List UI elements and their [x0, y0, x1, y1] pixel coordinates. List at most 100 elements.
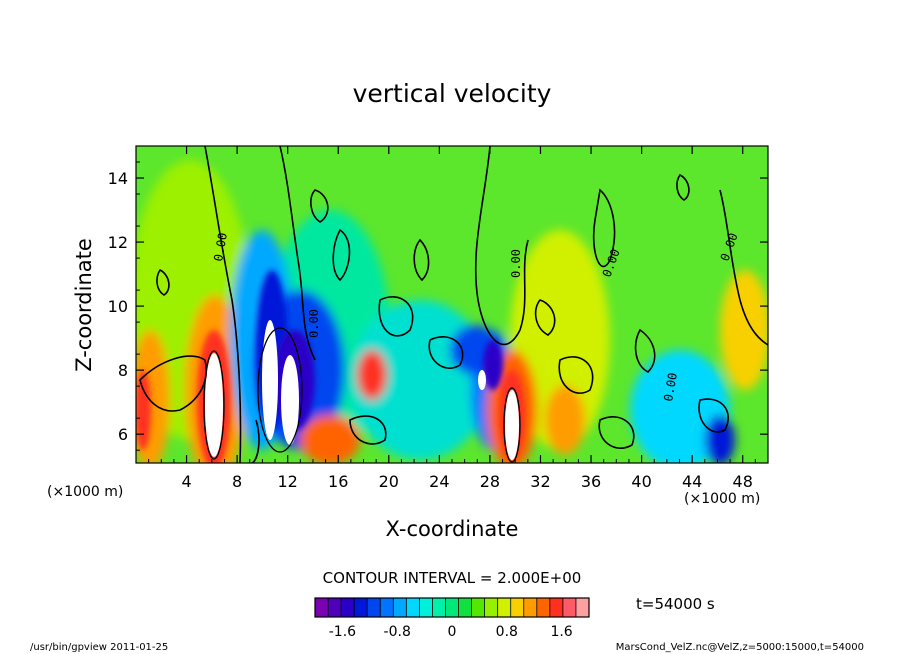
footer-right: MarsCond_VelZ.nc@VelZ,z=5000:15000,t=540… [616, 642, 864, 653]
contour-line [676, 173, 690, 201]
heatmap-field: 0.00 0.00 0.00 0.00 0.00 0.00 [136, 146, 768, 463]
contour-line [203, 350, 225, 460]
contour-interval: CONTOUR INTERVAL = 2.000E+00 [323, 569, 582, 587]
colorbar-swatch [575, 598, 590, 617]
updraft-core [205, 353, 223, 457]
x-tick-label: 20 [379, 472, 399, 491]
colorbar-swatch [341, 598, 355, 617]
colorbar-swatch [445, 598, 459, 617]
y-tick-label: 14 [108, 169, 128, 188]
field-blob [357, 350, 387, 400]
colorbar [314, 597, 590, 618]
contour-line [156, 268, 170, 296]
field-blob [545, 385, 585, 455]
contour-line [558, 356, 594, 394]
contour-line [592, 188, 616, 268]
x-tick-label: 32 [530, 472, 550, 491]
colorbar-swatch [432, 598, 446, 617]
colorbar-swatch [549, 598, 564, 617]
field-blob [300, 415, 360, 463]
contour-label: 0.00 [211, 232, 230, 263]
field-core [483, 340, 503, 390]
contour-label: 0.00 [509, 249, 523, 278]
y-tick-label: 6 [118, 425, 128, 444]
contour-line [719, 189, 768, 346]
y-tick-label: 12 [108, 233, 128, 252]
chart-title: vertical velocity [353, 79, 552, 108]
x-unit-right: (×1000 m) [684, 491, 760, 507]
x-tick-label: 36 [581, 472, 601, 491]
colorbar-swatch [510, 598, 525, 617]
footer-left: /usr/bin/gpview 2011-01-25 [30, 642, 168, 653]
contour-line [332, 228, 351, 282]
colorbar-swatch [523, 598, 538, 617]
colorbar-swatch [406, 598, 420, 617]
colorbar-swatch [315, 598, 329, 617]
contour-line [598, 416, 635, 449]
x-tick-label: 48 [733, 472, 753, 491]
colorbar-swatch [354, 598, 368, 617]
contour-line [634, 328, 656, 373]
colorbar-swatch [471, 598, 486, 617]
y-axis-label: Z-coordinate [72, 238, 96, 372]
colorbar-ticks: -1.6 -0.8 0 0.8 1.6 [329, 624, 573, 640]
contour-label: 0.00 [661, 372, 680, 403]
contour-line [349, 415, 387, 445]
colorbar-swatch [328, 598, 342, 617]
colorbar-swatch [536, 598, 551, 617]
x-axis: 4 8 12 16 20 24 28 32 36 40 44 48 [148, 146, 756, 491]
contour-line [204, 146, 242, 463]
x-tick-label: 16 [328, 472, 348, 491]
colorbar-swatch [419, 598, 433, 617]
contour-line [413, 238, 430, 282]
downdraft-core [281, 355, 299, 445]
colorbar-tick-label: 1.6 [550, 624, 572, 640]
contour-line [310, 189, 329, 223]
colorbar-swatch [484, 598, 499, 617]
colorbar-swatch [380, 598, 394, 617]
contour-line [251, 419, 260, 463]
y-axis: 6 8 10 12 14 [108, 161, 768, 451]
contour-line [378, 296, 414, 337]
contour-line [279, 146, 316, 361]
time-label: t=54000 s [636, 595, 715, 613]
colorbar-tick-label: 0 [448, 624, 457, 640]
contour-line [139, 355, 207, 412]
contour-line [698, 398, 729, 433]
colorbar-tick-label: -1.6 [329, 624, 356, 640]
x-tick-label: 44 [682, 472, 702, 491]
colorbar-swatch [497, 598, 512, 617]
field-blob [705, 415, 735, 463]
colorbar-tick-label: 0.8 [496, 624, 518, 640]
colorbar-swatch [367, 598, 381, 617]
y-tick-label: 8 [118, 361, 128, 380]
zero-contours [139, 146, 768, 463]
field-blob [720, 270, 768, 390]
downdraft-core [262, 320, 278, 440]
x-tick-label: 40 [631, 472, 651, 491]
colorbar-tick-label: -0.8 [384, 624, 411, 640]
x-axis-label: X-coordinate [386, 517, 519, 541]
x-tick-label: 4 [181, 472, 191, 491]
contour-line [428, 336, 464, 369]
x-unit-left: (×1000 m) [47, 484, 123, 500]
colorbar-swatch [393, 598, 407, 617]
contour-line [503, 387, 521, 463]
x-tick-label: 28 [480, 472, 500, 491]
y-tick-label: 10 [108, 297, 128, 316]
colorbar-swatch [458, 598, 472, 617]
downdraft-core [478, 370, 486, 390]
field-blob [630, 350, 730, 463]
updraft-core [505, 390, 519, 460]
contour-line [534, 299, 556, 336]
x-tick-label: 8 [232, 472, 242, 491]
colorbar-swatch [562, 598, 577, 617]
plus-contours [203, 327, 521, 463]
colorbar-frame [314, 597, 590, 618]
x-tick-label: 12 [278, 472, 298, 491]
contour-line [257, 327, 303, 453]
contour-line [474, 146, 529, 346]
field-core [136, 370, 151, 450]
x-tick-label: 24 [429, 472, 449, 491]
